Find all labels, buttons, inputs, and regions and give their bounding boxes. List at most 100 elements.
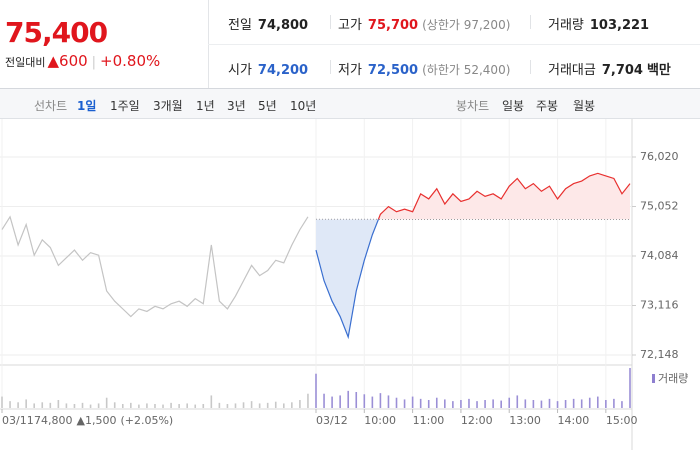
volume-bar [387,395,390,408]
volume-bar [138,404,140,408]
divider [208,44,700,45]
y-tick-label: 74,084 [640,249,679,262]
tab[interactable]: 주봉 [536,99,559,113]
volume-bar [580,399,583,408]
volume-bar [186,403,188,408]
volume-bar [516,395,519,408]
stat-label: 고가 [338,18,362,33]
tab[interactable]: 1년 [196,99,215,113]
stat: 전일 74,800 [228,14,308,33]
volume-bar [444,399,446,408]
volume-bar [73,404,76,408]
volume-bar [564,400,567,408]
price-line [1,215,309,318]
volume-bar [460,400,462,408]
volume-bar [65,403,68,408]
stat-value: 7,704 [601,63,643,78]
volume-bar [194,404,197,408]
volume-bar [548,398,551,408]
volume-bar [508,397,511,408]
price-line-down [315,219,380,340]
divider: | [91,55,97,70]
quote-header: 75,400 전일대비 ▲600 | +0.80% 전일 74,800 고가 75,700… [0,0,700,89]
stat-value: 74,200 [257,63,309,78]
volume-bar [556,401,559,408]
stat-sub: (하한가 52,400) [422,63,511,77]
volume-bar [629,368,631,408]
stat: 고가 75,700 (상한가 97,200) [338,14,510,33]
tab[interactable]: 1주일 [110,99,140,113]
volume-bar [89,404,92,408]
volume-bar [339,395,341,408]
tab[interactable]: 월봉 [573,99,596,113]
area-up [316,173,630,220]
volume-bar [146,403,148,408]
tab[interactable]: 일봉 [502,99,525,113]
volume-bar [291,402,293,408]
current-price: 75,400 [5,16,108,49]
volume-bar [484,400,486,408]
volume-bar [427,400,430,408]
tab-group-label: 봉차트 [456,99,490,113]
volume-bar [274,401,277,408]
volume-bar [363,394,366,408]
volume-bar [25,399,27,408]
legend-swatch [652,374,655,383]
volume-bar [524,399,527,408]
divider [330,15,331,29]
volume-bar [242,402,245,408]
volume-bar [81,402,84,408]
volume-bar [403,399,406,408]
volume-bar [121,404,124,408]
volume-bar [9,401,11,408]
volume-bar [323,393,325,408]
volume-bar [130,402,132,408]
stat-label: 시가 [228,63,252,78]
x-tick-label: 12:00 [461,414,493,427]
volume-bar [331,396,333,408]
annotation: 74,800 ▲1,500 (+2.05%) [34,414,173,427]
volume-bar [605,400,607,408]
volume-bar [202,404,205,408]
divider [330,60,331,74]
change: ▲600 [47,52,88,70]
volume-bar [178,404,180,408]
annotation-part: (+2.05%) [120,414,173,427]
y-tick-label: 73,116 [640,299,679,312]
tab[interactable]: 1일 [77,99,97,113]
y-tick-label: 72,148 [640,348,679,361]
tab[interactable]: 3개월 [153,99,183,113]
volume-bar [57,400,60,408]
volume-bar [476,401,478,408]
volume-bar [371,396,374,408]
stat-label: 전일 [228,18,252,33]
tab-bar: 선차트 1일 1주일 3개월 1년 3년 5년 10년 봉차트 일봉 주봉 월봉 [0,89,700,119]
x-tick-label: 13:00 [509,414,541,427]
stat: 저가 72,500 (하한가 52,400) [338,59,510,78]
annotation-part: ▲1,500 [77,414,117,427]
volume-bar [234,403,237,408]
tab[interactable]: 10년 [290,99,317,113]
stat-value: 72,500 [367,63,419,78]
x-tick-label: 03/12 [316,414,348,427]
volume-bar [1,396,3,408]
stat-value: 74,800 [257,18,309,33]
y-tick-label: 76,020 [640,150,679,163]
tab[interactable]: 5년 [258,99,277,113]
volume-bar [613,398,615,408]
volume-bar [49,402,52,408]
volume-bar [435,397,438,408]
area-down [316,219,379,337]
tab[interactable]: 3년 [227,99,246,113]
volume-bar [596,396,599,408]
y-tick-label: 75,052 [640,200,679,213]
volume-bar [621,401,623,408]
change-row: 전일대비 ▲600 | +0.80% [5,52,160,70]
stat: 거래대금 7,704 백만 [548,59,671,78]
volume-bar [266,402,269,408]
price-panel: 75,400 전일대비 ▲600 | +0.80% [0,0,209,88]
volume-bar [307,393,309,408]
x-tick-label: 03/11 [2,414,34,427]
